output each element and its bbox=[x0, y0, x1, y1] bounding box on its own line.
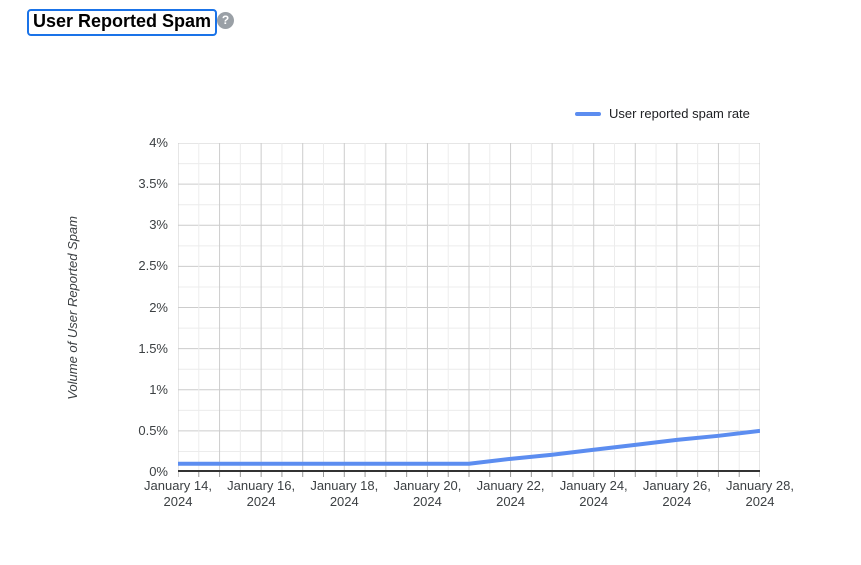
legend-label: User reported spam rate bbox=[609, 106, 750, 121]
x-tick-label: January 20, 2024 bbox=[393, 478, 462, 509]
spam-rate-line bbox=[178, 428, 760, 466]
y-tick-label: 1% bbox=[149, 381, 168, 397]
x-tick-label: January 28, 2024 bbox=[726, 478, 794, 509]
page-title: User Reported Spam bbox=[27, 9, 218, 36]
page-header: User Reported Spam ? bbox=[27, 9, 235, 36]
x-tick-label: January 22, 2024 bbox=[476, 478, 545, 509]
y-tick-label: 0.5% bbox=[138, 422, 168, 438]
y-axis-title: Volume of User Reported Spam bbox=[64, 216, 80, 400]
plot-area bbox=[178, 143, 760, 477]
x-tick-label: January 14, 2024 bbox=[144, 478, 212, 509]
y-tick-label: 4% bbox=[149, 135, 168, 150]
y-tick-label: 0% bbox=[149, 464, 168, 479]
x-tick-label: January 18, 2024 bbox=[310, 478, 379, 509]
y-tick-label: 3.5% bbox=[138, 176, 168, 192]
x-tick-label: January 16, 2024 bbox=[227, 478, 296, 509]
y-tick-label: 2% bbox=[149, 299, 168, 315]
help-icon[interactable]: ? bbox=[217, 12, 235, 29]
legend-line-swatch bbox=[575, 111, 601, 116]
y-tick-label: 3% bbox=[149, 217, 168, 233]
legend: User reported spam rate bbox=[575, 106, 760, 121]
y-tick-label: 2.5% bbox=[138, 258, 168, 274]
x-tick-label: January 26, 2024 bbox=[642, 478, 711, 509]
y-tick-label: 1.5% bbox=[138, 340, 168, 356]
x-tick-label: January 24, 2024 bbox=[559, 478, 628, 509]
